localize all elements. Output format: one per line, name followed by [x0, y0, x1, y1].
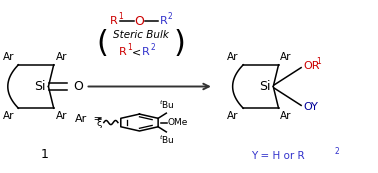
Text: Ar: Ar: [227, 52, 239, 62]
Text: ξ: ξ: [96, 117, 102, 128]
Text: Ar: Ar: [2, 52, 14, 62]
Text: $^t$Bu: $^t$Bu: [160, 134, 175, 146]
Text: Si: Si: [259, 80, 270, 93]
Text: 2: 2: [334, 147, 339, 156]
Text: 1: 1: [118, 12, 122, 21]
Text: Ar: Ar: [74, 114, 87, 124]
Text: 2: 2: [168, 12, 173, 21]
Text: Si: Si: [34, 80, 45, 93]
Text: ): ): [174, 29, 186, 58]
Text: Ar: Ar: [227, 111, 239, 121]
Text: OR: OR: [303, 61, 319, 71]
Text: (: (: [96, 29, 108, 58]
Text: $^t$Bu: $^t$Bu: [160, 99, 175, 111]
Text: O: O: [74, 80, 84, 93]
Text: Y = H or R: Y = H or R: [251, 151, 305, 161]
Text: R: R: [160, 16, 167, 26]
Text: 2: 2: [150, 43, 155, 52]
Text: Ar: Ar: [56, 111, 67, 121]
Text: R: R: [119, 47, 127, 57]
Text: R: R: [142, 47, 150, 57]
Text: <: <: [132, 47, 141, 57]
Text: Ar: Ar: [280, 52, 292, 62]
Text: =: =: [90, 114, 102, 124]
Text: 1: 1: [41, 148, 49, 161]
Text: 1: 1: [127, 43, 132, 52]
Text: OMe: OMe: [167, 118, 188, 127]
Text: Steric Bulk: Steric Bulk: [113, 30, 169, 40]
Text: Ar: Ar: [56, 52, 67, 62]
Text: 1: 1: [316, 57, 321, 66]
Text: O: O: [135, 15, 144, 28]
Text: R: R: [110, 16, 117, 26]
Text: OY: OY: [303, 102, 318, 112]
Text: Ar: Ar: [2, 111, 14, 121]
Text: Ar: Ar: [280, 111, 292, 121]
